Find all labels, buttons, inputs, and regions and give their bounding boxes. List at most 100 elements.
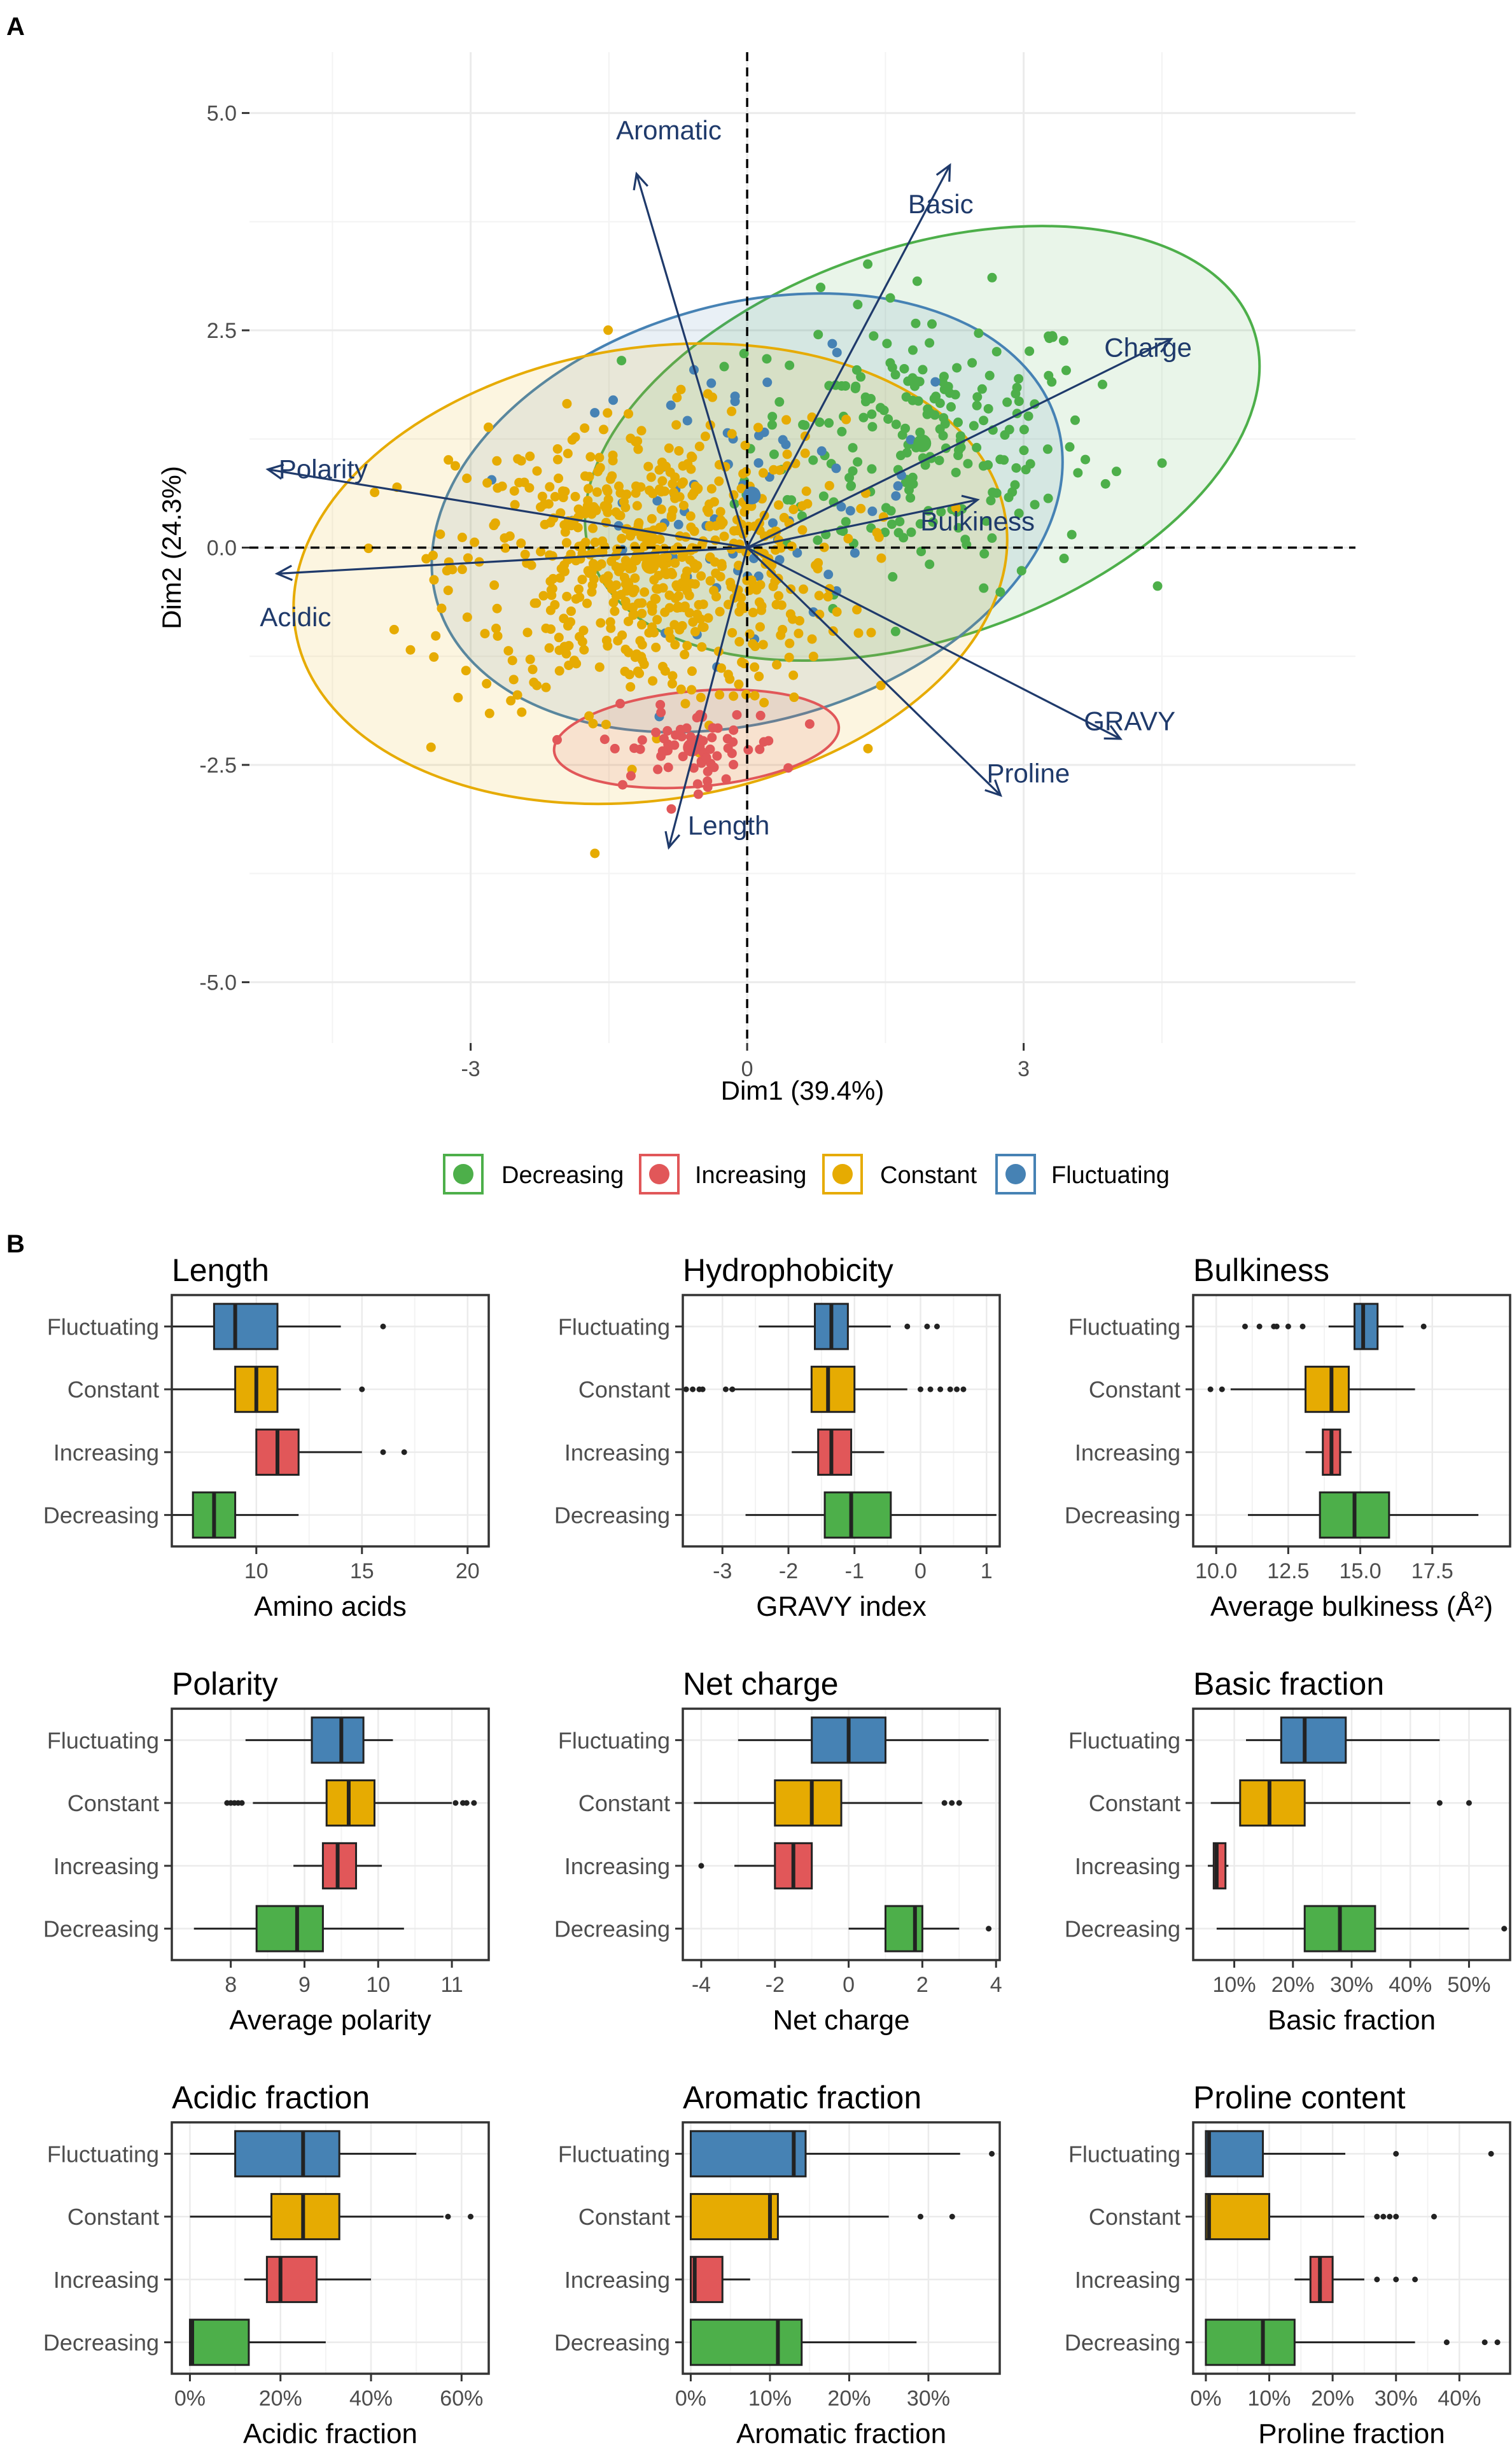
point-decreasing (972, 392, 983, 402)
boxplot-xtick-label: 30% (1375, 2386, 1418, 2411)
point-increasing (678, 752, 688, 762)
pca-ytick-label: -2.5 (199, 753, 237, 778)
box-outlier (468, 2213, 474, 2220)
pca-ytick-label: 5.0 (207, 102, 237, 126)
point-decreasing (1097, 379, 1107, 389)
point-constant (727, 406, 737, 416)
point-constant (562, 398, 572, 409)
point-constant (492, 603, 502, 613)
point-constant (664, 443, 674, 453)
point-decreasing (925, 559, 935, 570)
point-constant (492, 456, 502, 466)
box-category-label: Increasing (1075, 2267, 1180, 2293)
point-constant (670, 558, 680, 568)
boxplot-xtick-label: 50% (1447, 1973, 1490, 1997)
box-iqr (810, 1366, 856, 1413)
point-decreasing (719, 361, 729, 372)
point-constant (543, 499, 554, 509)
arrowhead-basic (935, 163, 951, 182)
point-decreasing (956, 442, 966, 452)
point-increasing (653, 764, 663, 774)
point-fluctuating (762, 377, 773, 388)
point-constant (564, 641, 574, 651)
point-decreasing (1019, 424, 1029, 435)
arrow-label-acidic: Acidic (260, 602, 331, 632)
point-constant (601, 719, 611, 729)
box-outlier (380, 1323, 386, 1329)
boxplot-xtick-label: 0 (843, 1973, 855, 1997)
legend-item-fluctuating: Fluctuating (995, 1154, 1170, 1194)
point-constant (489, 580, 500, 591)
point-decreasing (912, 276, 922, 286)
point-constant (740, 440, 750, 451)
point-constant (742, 575, 752, 585)
point-constant (536, 547, 546, 557)
pca-y-axis-title: Dim2 (24.3%) (157, 466, 186, 629)
point-constant (503, 646, 514, 656)
point-fluctuating (706, 378, 717, 388)
point-decreasing (1111, 466, 1121, 477)
box-iqr (823, 1491, 892, 1539)
legend-dot-constant (832, 1164, 853, 1184)
point-decreasing (979, 549, 990, 559)
point-constant (686, 522, 696, 532)
boxplot-net-charge: Net charge Fluctuating Constant Increasing D… (554, 1666, 1002, 2036)
point-constant (463, 553, 473, 563)
point-constant (545, 624, 556, 634)
point-constant (769, 465, 779, 475)
point-decreasing (851, 365, 862, 375)
boxplot-acidic-fraction: Acidic fraction Fluctuating Constant Increa… (43, 2080, 490, 2449)
point-constant (596, 547, 606, 557)
centroid-increasing (683, 738, 701, 757)
centroid-constant (641, 556, 660, 574)
point-constant (617, 630, 627, 640)
point-constant (566, 606, 576, 616)
point-fluctuating (666, 400, 676, 410)
box-category-label: Decreasing (554, 1916, 670, 1942)
box-iqr (255, 1905, 324, 1952)
boxplot-xtick-label: 20 (456, 1559, 480, 1583)
point-constant (708, 392, 718, 402)
point-decreasing (1044, 331, 1054, 341)
point-increasing (783, 763, 794, 773)
point-constant (678, 477, 689, 487)
point-decreasing (890, 370, 900, 380)
point-decreasing (813, 535, 823, 545)
point-decreasing (977, 384, 987, 394)
boxplot-xtick-label: -2 (779, 1559, 798, 1583)
point-constant (370, 487, 380, 498)
point-constant (687, 666, 697, 676)
point-decreasing (1152, 581, 1163, 591)
point-increasing (651, 727, 661, 738)
box-fluctuating: Fluctuating (1068, 1716, 1440, 1764)
point-constant (571, 594, 581, 604)
point-increasing (635, 744, 645, 754)
point-constant (606, 556, 617, 566)
point-constant (585, 452, 596, 462)
point-constant (567, 435, 577, 445)
point-constant (596, 618, 606, 628)
point-decreasing (1011, 389, 1021, 399)
point-decreasing (936, 507, 946, 517)
point-constant (592, 487, 602, 497)
point-decreasing (952, 363, 962, 373)
point-increasing (656, 751, 666, 761)
point-decreasing (978, 461, 988, 471)
box-outlier (683, 1386, 689, 1392)
point-constant (690, 627, 700, 637)
point-constant (405, 645, 416, 655)
point-decreasing (916, 547, 927, 557)
legend-dot-fluctuating (1005, 1164, 1026, 1184)
point-constant (736, 592, 746, 603)
point-constant (627, 563, 637, 573)
point-increasing (692, 779, 703, 789)
boxplot-xtick-label: 0% (174, 2386, 206, 2411)
arrow-proline (746, 547, 1002, 796)
box-iqr (689, 2193, 779, 2241)
point-constant (794, 628, 804, 638)
point-decreasing (1044, 370, 1054, 381)
point-decreasing (895, 517, 905, 527)
point-constant (738, 469, 748, 479)
arrow-aromatic (635, 173, 748, 548)
point-constant (647, 601, 657, 612)
